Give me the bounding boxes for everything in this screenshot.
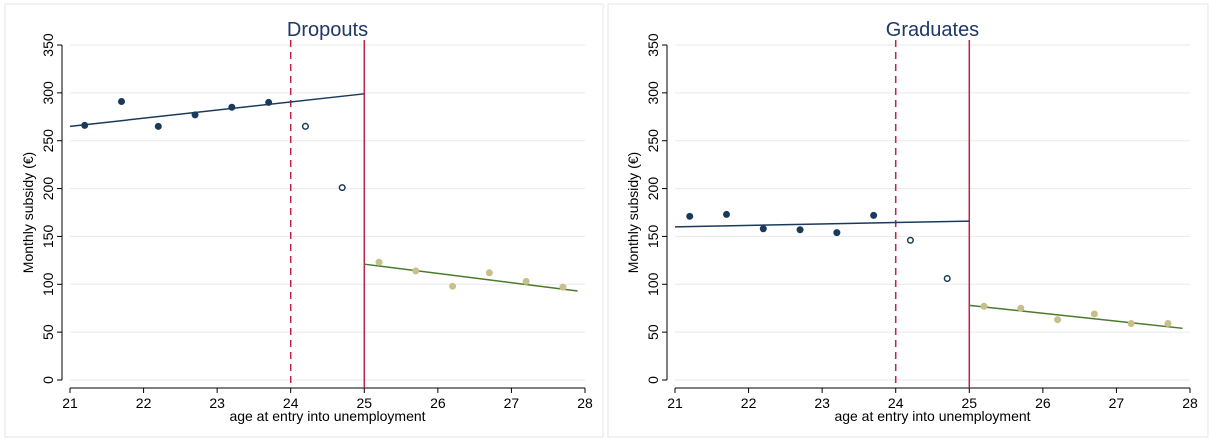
- data-point-hollow: [338, 184, 346, 192]
- data-point: [375, 258, 383, 266]
- data-point: [449, 282, 457, 290]
- chart-title: Graduates: [886, 19, 979, 41]
- x-tick-label: 22: [136, 395, 152, 411]
- x-tick-label: 23: [209, 395, 225, 411]
- x-tick-label: 21: [62, 395, 78, 411]
- graduates-panel: 0 50 100 150 200 250 300 350 21 22 23 24 25 26 27 28 age…: [607, 3, 1209, 438]
- data-point-hollow: [906, 236, 914, 244]
- y-tick-label: 200: [40, 177, 56, 201]
- x-tick-label: 28: [577, 395, 593, 411]
- data-point: [228, 103, 236, 111]
- data-point: [870, 211, 878, 219]
- data-point: [833, 229, 841, 237]
- data-point: [1127, 320, 1135, 328]
- y-tick-label: 0: [645, 376, 661, 384]
- x-tick-label: 23: [814, 395, 830, 411]
- data-point: [485, 269, 493, 277]
- x-tick-label: 28: [1182, 395, 1198, 411]
- fit-line: [969, 304, 1183, 330]
- x-tick-label: 25: [356, 395, 372, 411]
- fit-line: [364, 263, 578, 292]
- x-tick-label: 26: [430, 395, 446, 411]
- data-point: [1054, 316, 1062, 324]
- y-tick-label: 300: [645, 81, 661, 105]
- chart-title: Dropouts: [287, 19, 368, 41]
- dropouts-panel: 0 50 100 150 200 250 300 350 21 22 23 24 25 26 27 28 age…: [4, 3, 604, 438]
- y-axis-title: Monthly subsidy (€): [20, 152, 36, 273]
- data-point: [1017, 304, 1025, 312]
- x-tick-label: 24: [283, 395, 299, 411]
- panel-frame: [607, 3, 1209, 438]
- data-point: [412, 267, 420, 275]
- data-point: [522, 277, 530, 285]
- data-point: [723, 210, 730, 218]
- data-point: [559, 283, 567, 291]
- y-tick-label: 100: [40, 272, 56, 296]
- y-tick-label: 250: [645, 129, 661, 153]
- data-point: [686, 212, 694, 220]
- x-tick-label: 22: [741, 395, 757, 411]
- data-point: [1164, 320, 1172, 328]
- y-tick-label: 150: [645, 225, 661, 249]
- fit-line: [674, 220, 970, 228]
- y-tick-label: 200: [645, 177, 661, 201]
- x-axis-title: age at entry into unemployment: [229, 408, 425, 424]
- x-tick-label: 26: [1035, 395, 1051, 411]
- x-tick-label: 27: [504, 395, 520, 411]
- data-point: [118, 97, 125, 105]
- y-tick-label: 350: [645, 33, 661, 57]
- y-tick-label: 100: [645, 272, 661, 296]
- x-axis-title: age at entry into unemployment: [834, 408, 1030, 424]
- x-tick-label: 27: [1109, 395, 1125, 411]
- x-tick-label: 21: [667, 395, 683, 411]
- fit-line: [69, 93, 365, 128]
- data-point-hollow: [943, 274, 951, 283]
- data-point: [265, 98, 273, 106]
- data-point-hollow: [301, 122, 309, 130]
- data-point: [154, 122, 162, 130]
- data-point: [191, 111, 199, 119]
- y-axis-title: Monthly subsidy (€): [625, 152, 641, 273]
- y-tick-label: 250: [40, 129, 56, 153]
- x-tick-label: 25: [961, 395, 977, 411]
- y-tick-label: 0: [40, 376, 56, 384]
- x-tick-label: 24: [888, 395, 904, 411]
- data-point: [759, 225, 767, 233]
- y-tick-label: 350: [40, 33, 56, 57]
- y-tick-label: 50: [40, 324, 56, 340]
- data-point: [81, 121, 89, 129]
- y-tick-label: 50: [645, 324, 661, 340]
- y-tick-label: 150: [40, 225, 56, 249]
- y-tick-label: 300: [40, 81, 56, 105]
- panel-frame: [4, 3, 604, 438]
- data-point: [1090, 310, 1098, 318]
- data-point: [980, 302, 988, 310]
- data-point: [796, 226, 804, 234]
